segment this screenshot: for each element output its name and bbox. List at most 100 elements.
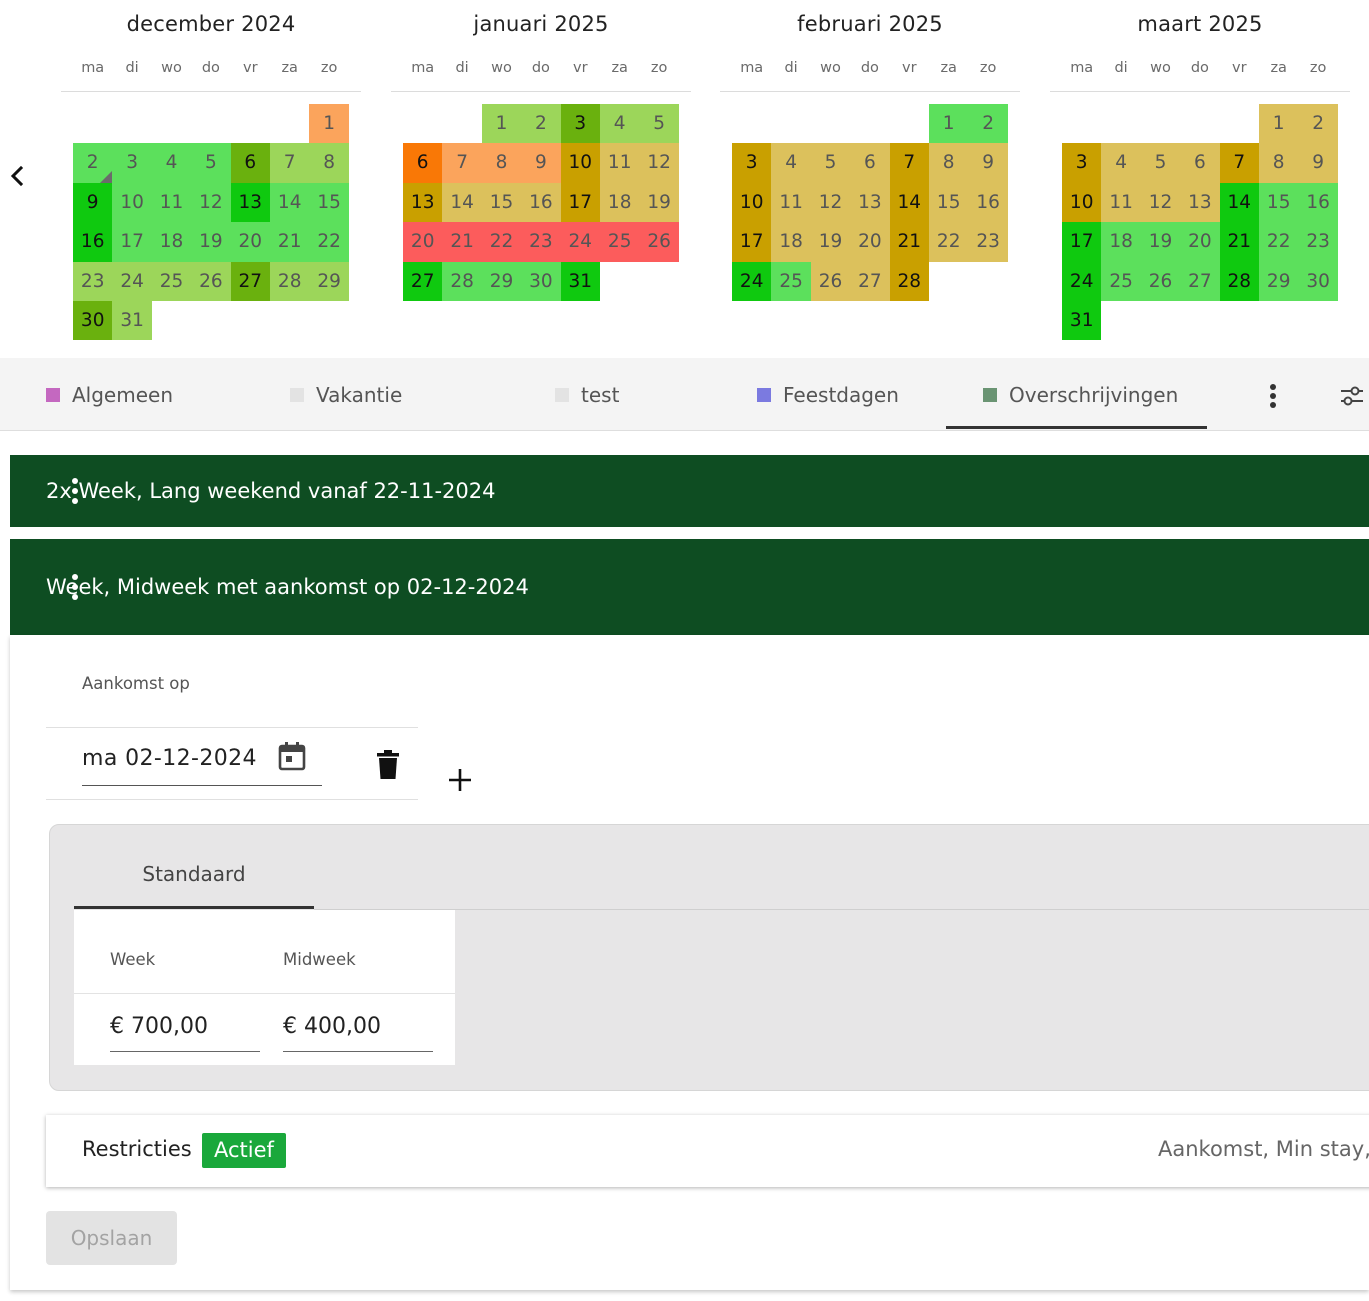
calendar-day[interactable]: 27 [230, 261, 270, 301]
calendar-day[interactable]: 29 [309, 261, 349, 301]
calendar-day[interactable]: 6 [1180, 143, 1220, 183]
calendar-day[interactable]: 17 [112, 222, 152, 262]
calendar-day[interactable]: 23 [1298, 222, 1338, 262]
calendar-day[interactable]: 2 [521, 104, 561, 144]
calendar-day[interactable]: 19 [639, 182, 679, 223]
calendar-day[interactable]: 7 [889, 143, 929, 183]
calendar-day[interactable]: 8 [309, 143, 349, 183]
calendar-day[interactable]: 11 [600, 143, 640, 183]
calendar-day[interactable]: 18 [151, 222, 192, 262]
calendar-day[interactable]: 30 [1298, 261, 1338, 301]
panel-header-second[interactable]: Week, Midweek met aankomst op 02-12-2024 [10, 539, 1369, 635]
calendar-day[interactable]: 1 [481, 104, 522, 144]
calendar-day[interactable]: 11 [1101, 182, 1141, 223]
calendar-day[interactable]: 10 [732, 182, 772, 223]
calendar-day[interactable]: 15 [309, 182, 349, 223]
calendar-day[interactable]: 28 [442, 261, 482, 301]
calendar-day[interactable]: 13 [850, 182, 890, 223]
calendar-day[interactable]: 21 [1219, 222, 1259, 262]
calendar-day[interactable]: 1 [309, 104, 349, 144]
calendar-day[interactable]: 12 [810, 182, 851, 223]
calendar-day[interactable]: 22 [929, 222, 969, 262]
calendar-day[interactable]: 13 [403, 182, 443, 223]
calendar-day[interactable]: 13 [1180, 182, 1220, 223]
calendar-day[interactable]: 18 [600, 182, 640, 223]
calendar-day[interactable]: 28 [270, 261, 310, 301]
tab-standaard[interactable]: Standaard [142, 862, 246, 886]
calendar-day[interactable]: 6 [850, 143, 890, 183]
calendar-day[interactable]: 18 [771, 222, 811, 262]
calendar-day[interactable]: 8 [481, 143, 522, 183]
calendar-day[interactable]: 3 [732, 143, 772, 183]
calendar-day[interactable]: 7 [270, 143, 310, 183]
calendar-day[interactable]: 19 [191, 222, 231, 262]
calendar-day[interactable]: 17 [560, 182, 600, 223]
calendar-day[interactable]: 25 [771, 261, 811, 301]
calendar-day[interactable]: 5 [191, 143, 231, 183]
delete-date-button[interactable] [376, 750, 400, 784]
calendar-day[interactable]: 10 [560, 143, 600, 183]
calendar-day[interactable]: 3 [1062, 143, 1102, 183]
calendar-day[interactable]: 30 [73, 301, 113, 341]
calendar-day[interactable]: 29 [481, 261, 522, 301]
calendar-day[interactable]: 14 [1219, 182, 1259, 223]
calendar-day[interactable]: 11 [151, 182, 192, 223]
calendar-day[interactable]: 18 [1101, 222, 1141, 262]
calendar-day[interactable]: 12 [191, 182, 231, 223]
calendar-day[interactable]: 10 [112, 182, 152, 223]
calendar-day[interactable]: 23 [73, 261, 113, 301]
calendar-day[interactable]: 17 [732, 222, 772, 262]
calendar-day[interactable]: 17 [1062, 222, 1102, 262]
price-week-input[interactable]: € 700,00 [110, 1010, 260, 1052]
calendar-day[interactable]: 28 [889, 261, 929, 301]
calendar-day[interactable]: 20 [403, 222, 443, 262]
tab-vakantie[interactable]: Vakantie [290, 358, 402, 431]
calendar-day[interactable]: 23 [521, 222, 561, 262]
calendar-day[interactable]: 12 [639, 143, 679, 183]
calendar-day[interactable]: 25 [1101, 261, 1141, 301]
calendar-day[interactable]: 31 [560, 261, 600, 301]
calendar-day[interactable]: 23 [968, 222, 1008, 262]
calendar-day[interactable]: 2 [968, 104, 1008, 144]
tab-algemeen[interactable]: Algemeen [46, 358, 173, 431]
calendar-day[interactable]: 15 [1259, 182, 1299, 223]
calendar-day[interactable]: 2 [1298, 104, 1338, 144]
calendar-day[interactable]: 20 [230, 222, 270, 262]
calendar-day[interactable]: 8 [1259, 143, 1299, 183]
calendar-day[interactable]: 26 [810, 261, 851, 301]
calendar-day[interactable]: 4 [1101, 143, 1141, 183]
calendar-day[interactable]: 27 [403, 261, 443, 301]
calendar-day[interactable]: 4 [151, 143, 192, 183]
calendar-day[interactable]: 12 [1140, 182, 1181, 223]
calendar-day[interactable]: 1 [929, 104, 969, 144]
calendar-day[interactable]: 9 [73, 182, 113, 223]
calendar-day[interactable]: 27 [1180, 261, 1220, 301]
calendar-day[interactable]: 24 [112, 261, 152, 301]
calendar-day[interactable]: 22 [309, 222, 349, 262]
panel-menu-button[interactable] [70, 478, 80, 504]
calendar-day[interactable]: 31 [112, 301, 152, 341]
calendar-day[interactable]: 5 [639, 104, 679, 144]
calendar-day[interactable]: 20 [850, 222, 890, 262]
calendar-day[interactable]: 31 [1062, 301, 1102, 341]
calendar-day[interactable]: 14 [442, 182, 482, 223]
calendar-day[interactable]: 16 [1298, 182, 1338, 223]
tabs-more-button[interactable] [1266, 384, 1280, 408]
calendar-day[interactable]: 19 [1140, 222, 1181, 262]
calendar-icon[interactable] [278, 741, 306, 771]
calendar-day[interactable]: 24 [1062, 261, 1102, 301]
restrictions-row[interactable]: Restricties Actief Aankomst, Min stay, [46, 1115, 1369, 1187]
calendar-day[interactable]: 9 [521, 143, 561, 183]
calendar-day[interactable]: 25 [151, 261, 192, 301]
price-midweek-input[interactable]: € 400,00 [283, 1010, 433, 1052]
calendar-day[interactable]: 24 [560, 222, 600, 262]
calendar-day[interactable]: 16 [73, 222, 113, 262]
calendar-day[interactable]: 26 [1140, 261, 1181, 301]
arrival-date-input[interactable]: ma 02-12-2024 [82, 738, 322, 786]
calendar-day[interactable]: 20 [1180, 222, 1220, 262]
calendar-day[interactable]: 21 [270, 222, 310, 262]
calendar-day[interactable]: 7 [1219, 143, 1259, 183]
tabs-filter-button[interactable] [1339, 384, 1365, 408]
calendar-day[interactable]: 21 [442, 222, 482, 262]
calendar-day[interactable]: 24 [732, 261, 772, 301]
